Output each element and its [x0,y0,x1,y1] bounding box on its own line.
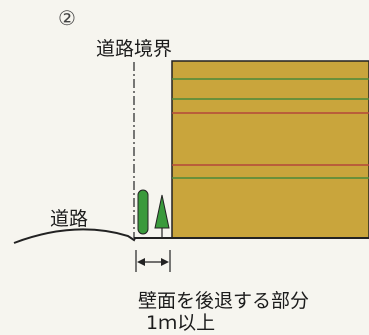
figure-number: ② [58,6,76,30]
setback-distance-label: 1ｍ以上 [146,312,216,334]
setback-label: 壁面を後退する部分 [138,290,310,312]
road-label: 道路 [50,208,89,230]
dimension-arrow-right [161,258,169,266]
ground-line [13,228,369,244]
tree [154,194,170,229]
dimension-arrow-left [137,258,145,266]
shrub [137,189,149,235]
building [171,60,369,239]
road-boundary-label: 道路境界 [96,38,173,60]
